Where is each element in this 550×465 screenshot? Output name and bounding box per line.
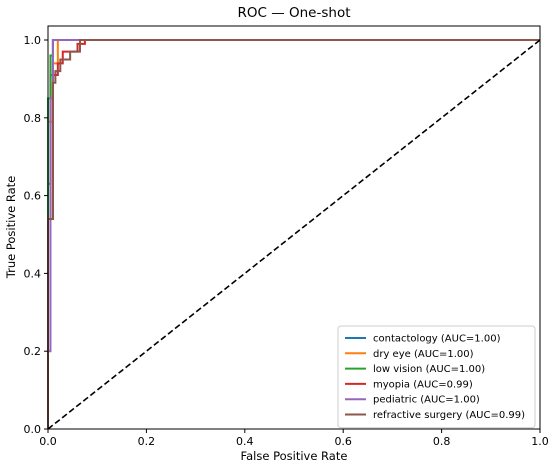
legend-entry-label: contactology (AUC=1.00)	[373, 334, 501, 345]
x-tick-label: 0.0	[39, 435, 57, 448]
legend-entry-label: refractive surgery (AUC=0.99)	[373, 410, 525, 421]
y-axis-title: True Positive Rate	[4, 176, 18, 279]
y-tick-label: 0.8	[24, 112, 42, 125]
legend: contactology (AUC=1.00) dry eye (AUC=1.00…	[337, 325, 536, 429]
y-tick-label: 0.0	[24, 423, 42, 436]
y-tick-label: 1.0	[24, 34, 42, 47]
axis-ticks: 0.0 0.2 0.4 0.6 0.8 1.0 0.0 0.2 0.4 0.6 0.8 1.0	[24, 34, 549, 448]
roc-curve-series-5	[47, 39, 540, 429]
legend-box	[337, 325, 536, 429]
legend-entry-label: pediatric (AUC=1.00)	[373, 395, 480, 406]
chance-reference-line	[47, 39, 541, 430]
x-tick-label: 0.8	[433, 435, 451, 448]
x-tick-label: 0.4	[236, 435, 254, 448]
chart-title: ROC — One-shot	[237, 5, 350, 21]
x-tick-label: 1.0	[531, 435, 549, 448]
x-axis-title: False Positive Rate	[241, 449, 348, 463]
legend-entry-label: dry eye (AUC=1.00)	[373, 349, 474, 360]
y-tick-label: 0.4	[24, 267, 42, 280]
plot-frame	[47, 25, 541, 430]
x-tick-label: 0.2	[138, 435, 156, 448]
y-tick-label: 0.6	[24, 190, 42, 203]
legend-entry-label: low vision (AUC=1.00)	[373, 364, 485, 375]
legend-entry-label: myopia (AUC=0.99)	[373, 379, 473, 390]
y-tick-label: 0.2	[24, 345, 42, 358]
x-tick-label: 0.6	[334, 435, 352, 448]
